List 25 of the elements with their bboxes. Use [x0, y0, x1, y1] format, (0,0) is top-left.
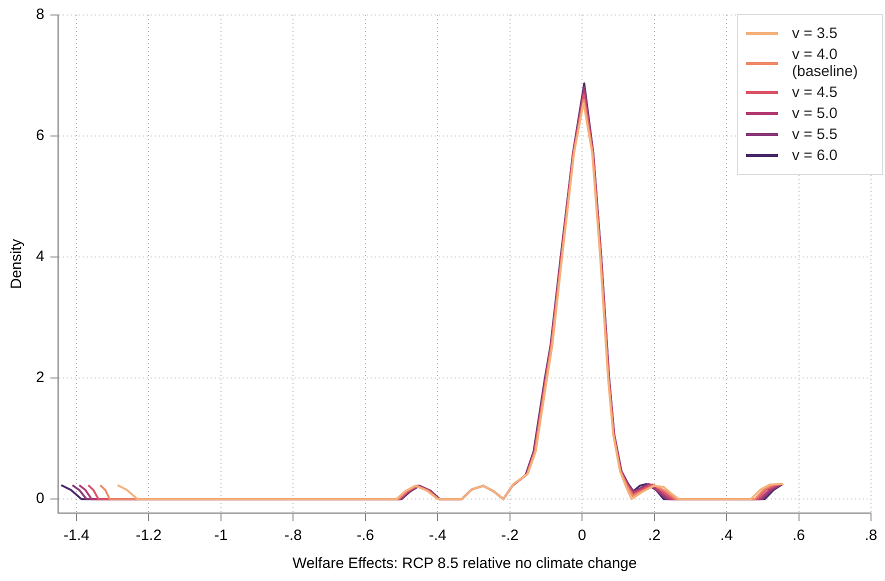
y-tick-label: 2 — [36, 369, 44, 386]
legend-label: v = 4.5 — [792, 84, 838, 101]
x-tick-label: -1 — [214, 527, 228, 544]
legend-label: v = 5.5 — [792, 126, 838, 143]
legend-label: v = 3.5 — [792, 25, 838, 42]
x-axis-title: Welfare Effects: RCP 8.5 relative no climate change — [292, 555, 637, 572]
x-tick-label: -1.2 — [136, 527, 162, 544]
y-tick-label: 0 — [36, 490, 44, 508]
y-axis-title: Density — [8, 238, 26, 290]
x-tick-label: 0 — [578, 527, 586, 544]
x-tick-label: -.6 — [356, 527, 374, 544]
y-tick-label: 6 — [36, 127, 44, 144]
legend-label: v = 6.0 — [792, 147, 838, 164]
x-tick-label: -.4 — [428, 527, 446, 544]
y-tick-label: 4 — [36, 248, 44, 266]
legend-label: v = 5.0 — [792, 105, 838, 122]
y-tick-label: 8 — [36, 6, 44, 24]
x-tick-label: -.2 — [501, 527, 519, 544]
x-tick-label: .6 — [792, 527, 806, 544]
x-tick-label: -1.4 — [63, 527, 90, 544]
x-tick-label: .4 — [720, 527, 733, 544]
x-tick-label: -.8 — [284, 527, 302, 544]
x-tick-label: .8 — [864, 527, 878, 544]
x-tick-label: .2 — [648, 527, 661, 544]
legend-label: v = 4.0 (baseline) — [792, 46, 859, 80]
